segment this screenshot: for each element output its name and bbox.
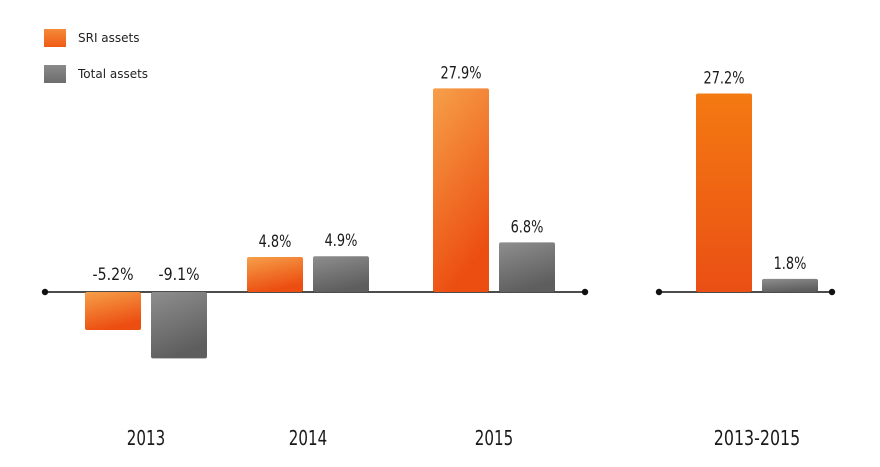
category-label-2013-2015: 2013-2015	[714, 426, 800, 450]
bar-sri-2015	[433, 88, 489, 292]
data-label-total-2015: 6.8%	[511, 217, 544, 237]
bar-total-2013	[151, 292, 207, 359]
bar-sri-2013-2015	[696, 93, 752, 292]
bar-sri-2013	[85, 292, 141, 330]
legend-item-sri: SRI assets	[44, 28, 148, 48]
bar-total-2013-2015	[762, 278, 818, 292]
axis-endpoint-0-start	[41, 288, 49, 296]
axis-endpoint-1-end	[828, 288, 836, 296]
data-label-sri-2015: 27.9%	[441, 63, 482, 83]
legend-label-total: Total assets	[78, 67, 149, 81]
category-label-2013: 2013	[127, 426, 165, 450]
category-label-2014: 2014	[289, 426, 327, 450]
legend-swatch-total	[44, 65, 66, 83]
axis-endpoint-0-end	[581, 288, 589, 296]
data-label-total-2013-2015: 1.8%	[774, 254, 807, 274]
legend-label-sri: SRI assets	[78, 31, 140, 45]
bar-total-2014	[313, 256, 369, 292]
legend-item-total: Total assets	[44, 64, 148, 84]
axis-endpoint-1-start	[655, 288, 663, 296]
data-label-sri-2014: 4.8%	[259, 232, 292, 252]
data-label-sri-2013-2015: 27.2%	[704, 68, 745, 88]
legend-swatch-sri	[44, 29, 66, 47]
data-label-total-2013: -9.1%	[159, 265, 200, 285]
data-label-sri-2013: -5.2%	[93, 265, 134, 285]
bar-total-2015	[499, 242, 555, 292]
category-label-2015: 2015	[475, 426, 513, 450]
legend: SRI assets Total assets	[44, 28, 148, 100]
bar-sri-2014	[247, 256, 303, 292]
data-label-total-2014: 4.9%	[325, 231, 358, 251]
